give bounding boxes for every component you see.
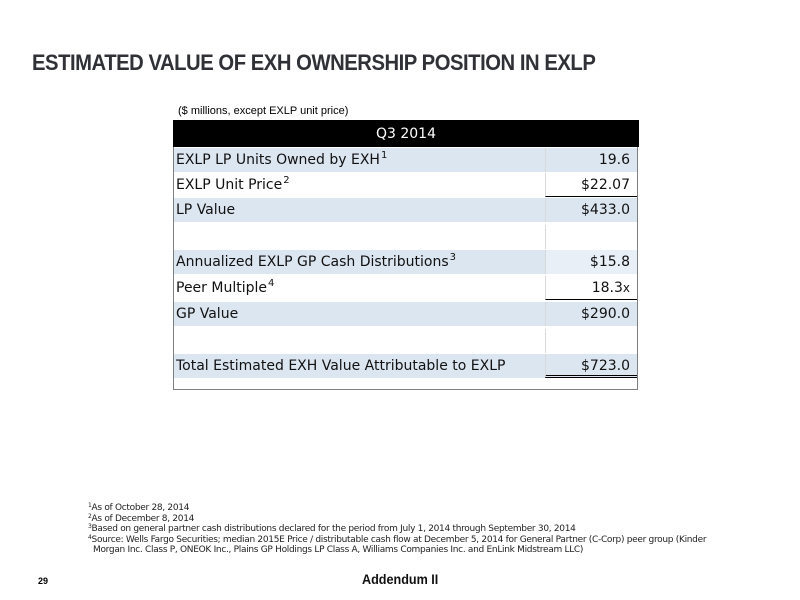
row-label-text: GP Value [176, 306, 239, 322]
valuation-table: Q3 2014 EXLP LP Units Owned by EXH1 19.6 E… [173, 120, 639, 390]
footnote-4-continuation: Morgan Inc. Class P, ONEOK Inc., Plains … [93, 545, 584, 555]
row-value: $290.0 [545, 302, 637, 326]
table-row-total-value: Total Estimated EXH Value Attributable t… [174, 354, 637, 378]
row-label-text: Total Estimated EXH Value Attributable t… [176, 358, 506, 374]
row-label-text: Annualized EXLP GP Cash Distributions [176, 254, 449, 270]
row-label: LP Value [174, 198, 545, 222]
row-label-text: EXLP Unit Price [176, 177, 283, 193]
row-value-text: $723.0 [581, 358, 630, 374]
row-value-text: $290.0 [581, 306, 630, 322]
row-label: EXLP LP Units Owned by EXH1 [174, 148, 545, 172]
table-header: Q3 2014 [173, 120, 639, 147]
footnote-marker: 1 [380, 150, 388, 161]
footnote-4: 4Source: Wells Fargo Securities; median … [88, 533, 707, 545]
table-row-spacer-1 [174, 225, 637, 249]
row-label [174, 225, 545, 249]
row-value: 18.3x [545, 276, 637, 300]
footnote-marker: 3 [449, 252, 457, 263]
footnote-marker: 2 [283, 175, 290, 186]
table-row-peer-multiple: Peer Multiple4 18.3x [174, 276, 637, 300]
footnote-marker: 4 [268, 278, 275, 289]
row-value [545, 329, 637, 353]
row-value: $15.8 [545, 250, 637, 274]
row-value-text: $433.0 [581, 202, 630, 218]
footnote-2: 2As of December 8, 2014 [88, 512, 195, 524]
row-value-text: 18.3 [591, 280, 623, 296]
row-value-text: 19.6 [598, 152, 630, 168]
row-value: $433.0 [545, 198, 637, 222]
footnotes: 1As of October 28, 2014 2As of December … [88, 502, 707, 556]
row-value-text: $22.07 [581, 177, 630, 193]
table-row-gp-value: GP Value $290.0 [174, 302, 637, 326]
row-label [174, 329, 545, 353]
row-value-text: $15.8 [589, 254, 630, 270]
row-label-text: Peer Multiple [176, 280, 267, 296]
table-row-gp-distributions: Annualized EXLP GP Cash Distributions3 $1… [174, 250, 637, 274]
table-row-lp-units: EXLP LP Units Owned by EXH1 19.6 [174, 148, 637, 172]
units-note: ($ millions, except EXLP unit price) [178, 105, 349, 117]
row-value: $723.0 [545, 354, 637, 378]
row-value [545, 225, 637, 249]
footnote-1: 1As of October 28, 2014 [88, 502, 190, 514]
row-value: $22.07 [545, 173, 637, 197]
table-row-spacer-2 [174, 329, 637, 353]
row-label: Annualized EXLP GP Cash Distributions3 [174, 250, 545, 274]
row-value: 19.6 [545, 148, 637, 172]
row-label-text: LP Value [176, 202, 236, 218]
page-title: ESTIMATED VALUE OF EXH OWNERSHIP POSITIO… [32, 50, 596, 75]
table-row-unit-price: EXLP Unit Price2 $22.07 [174, 173, 637, 197]
row-label-text: EXLP LP Units Owned by EXH [176, 152, 380, 168]
value-suffix: x [622, 281, 630, 295]
row-label: Peer Multiple4 [174, 276, 545, 300]
row-label: EXLP Unit Price2 [174, 173, 545, 197]
row-label: Total Estimated EXH Value Attributable t… [174, 354, 545, 378]
row-label: GP Value [174, 302, 545, 326]
footnote-3: 3Based on general partner cash distribut… [88, 523, 576, 535]
footer-label: Addendum II [362, 571, 439, 587]
page-number: 29 [38, 576, 49, 586]
table-row-lp-value: LP Value $433.0 [174, 198, 637, 222]
